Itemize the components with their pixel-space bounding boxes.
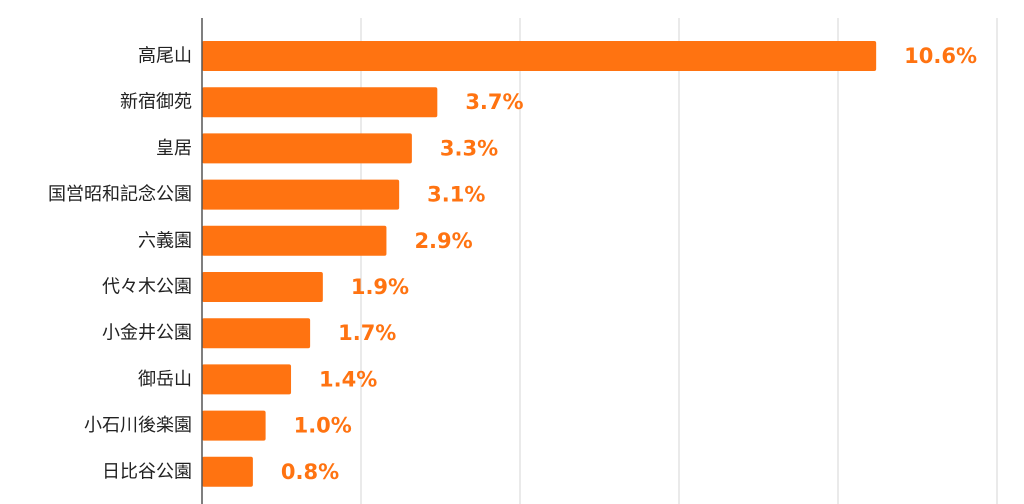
value-label: 1.9% (351, 275, 409, 299)
category-labels: 高尾山新宿御苑皇居国営昭和記念公園六義園代々木公園小金井公園御岳山小石川後楽園日… (48, 46, 192, 483)
value-label: 0.8% (281, 460, 339, 484)
category-label: 日比谷公園 (102, 461, 192, 482)
bar (202, 272, 323, 302)
bar (202, 364, 292, 395)
bar (202, 410, 266, 441)
value-label: 2.9% (414, 229, 472, 253)
category-label: 小金井公園 (102, 323, 192, 344)
category-label: 高尾山 (138, 46, 192, 67)
bar (202, 456, 253, 487)
bar (202, 179, 400, 210)
category-label: 御岳山 (138, 369, 192, 390)
value-labels: 10.6% 3.7% 3.3% 3.1% 2.9%1.9% 1.7% 1.4% 1.0% 0.8… (281, 44, 977, 484)
category-label: 代々木公園 (102, 277, 192, 298)
bar (202, 41, 877, 71)
value-label: 10.6% (904, 44, 977, 68)
bars (202, 41, 877, 487)
category-label: 新宿御苑 (120, 92, 192, 113)
value-label: 3.7% (465, 90, 523, 114)
value-label: 1.4% (319, 367, 377, 391)
value-label: 1.7% (338, 321, 396, 345)
value-label: 3.1% (427, 183, 485, 207)
category-label: 小石川後楽園 (84, 415, 192, 436)
value-label: 1.0% (294, 414, 352, 438)
category-label: 皇居 (156, 138, 192, 159)
value-label: 3.3% (440, 136, 498, 160)
category-label: 国営昭和記念公園 (48, 183, 192, 205)
bar (202, 87, 438, 118)
gridlines (360, 18, 998, 504)
bar (202, 225, 387, 256)
bar (202, 133, 412, 164)
category-label: 六義園 (138, 230, 192, 251)
bar (202, 318, 311, 349)
